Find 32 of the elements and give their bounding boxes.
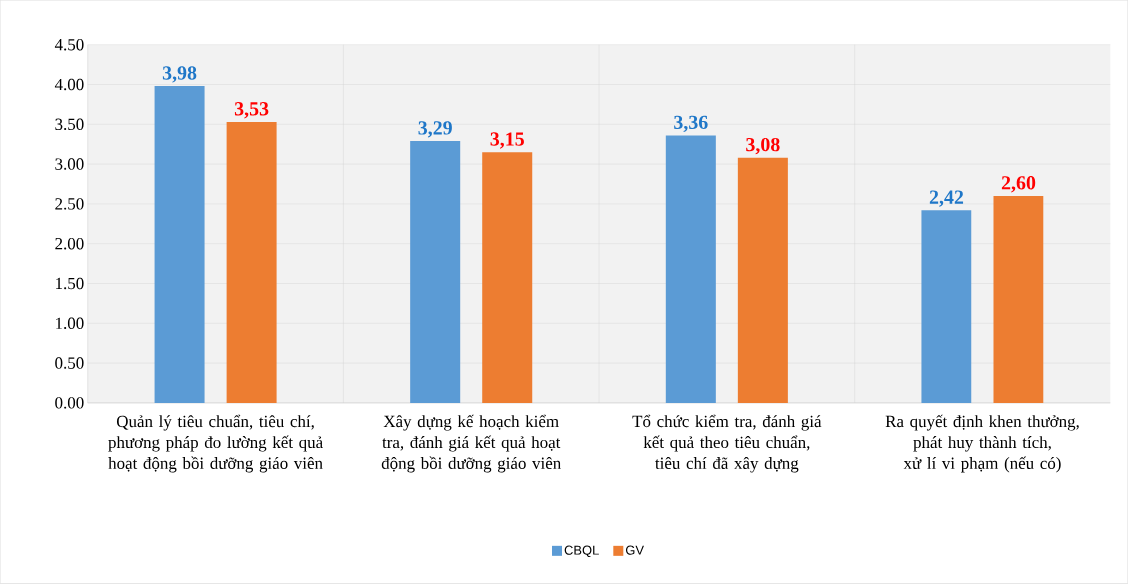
x-tick-label: Quản lý tiêu chuẩn, tiêu chí, phương pháp đo lường kết quả hoạt động bồi dưỡng giáo viên: [108, 414, 323, 473]
data-label: 3,36: [674, 115, 708, 133]
bar: [921, 210, 972, 404]
bar: [993, 196, 1044, 404]
data-label: 3,53: [234, 102, 269, 119]
bar: [665, 135, 716, 404]
legend-label: GV: [625, 545, 644, 555]
data-label: 3,98: [162, 66, 197, 83]
bar: [154, 86, 205, 404]
legend-label: CBQL: [564, 545, 599, 558]
y-tick-label: 2.00: [55, 238, 84, 250]
bar: [226, 122, 277, 404]
data-label: 2,42: [929, 190, 964, 207]
bar: [482, 152, 533, 404]
y-tick-label: 0.50: [55, 357, 84, 369]
y-tick-label: 1.00: [56, 317, 84, 330]
x-tick-label: Tổ chức kiểm tra, đánh giá kết quả theo tiêu chuẩn, tiêu chí đã xây dựng: [632, 414, 822, 473]
y-tick-label: 0.00: [55, 397, 84, 409]
y-tick-label: 3.00: [55, 158, 84, 170]
bar: [737, 157, 788, 404]
data-label: 3,15: [490, 132, 524, 149]
y-tick-label: 4.00: [54, 78, 84, 91]
x-tick-label: Ra quyết định khen thưởng, phát huy thành tích, xử lí vi phạm (nếu có): [885, 414, 1079, 473]
bar: [410, 141, 461, 404]
y-tick-label: 3.50: [55, 118, 84, 131]
y-tick-label: 1.50: [56, 277, 84, 290]
data-label: 2,60: [1001, 176, 1036, 193]
y-tick-label: 2.50: [55, 198, 84, 210]
y-tick-label: 4.50: [54, 39, 84, 51]
x-tick-label: Xây dựng kế hoạch kiểm tra, đánh giá kết quả hoạt động bồi dưỡng giáo viên: [381, 414, 561, 473]
data-label: 3,08: [746, 138, 780, 155]
data-label: 3,29: [418, 121, 452, 138]
